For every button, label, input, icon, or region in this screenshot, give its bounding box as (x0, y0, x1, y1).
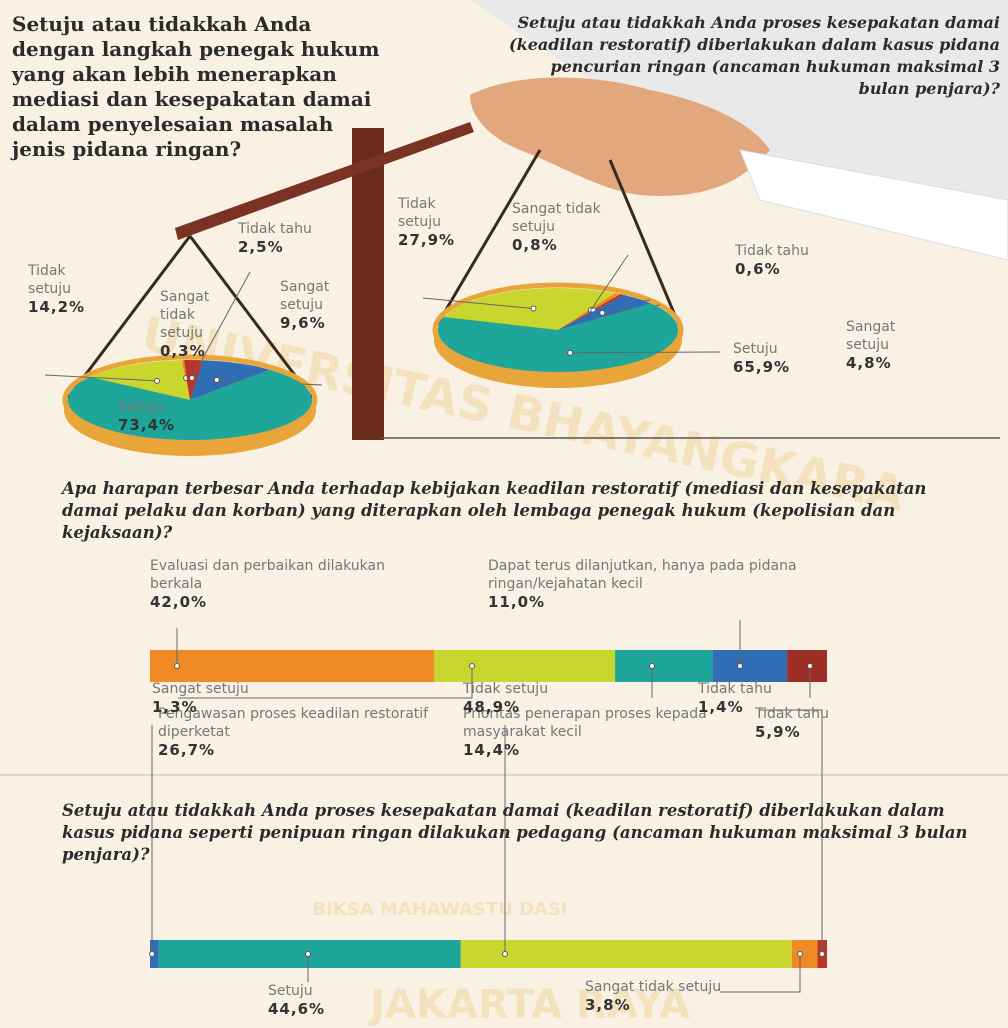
chart-title: Setuju atau tidakkah Anda proses kesepak… (505, 12, 1000, 100)
chart-title: Setuju atau tidakkah Anda proses kesepak… (62, 800, 1002, 866)
value-label: 0,6% (735, 260, 845, 278)
leader-dot (470, 664, 475, 669)
leader-dot (189, 376, 194, 381)
data-label: Sangat setuju4,8% (846, 318, 918, 372)
category-label: Sangat tidak setuju (160, 289, 209, 341)
value-label: 9,6% (280, 314, 350, 332)
chart-title: Apa harapan terbesar Anda terhadap kebij… (62, 478, 962, 544)
value-label: 27,9% (398, 231, 468, 249)
value-label: 11,0% (488, 593, 828, 611)
leader-dot (820, 952, 825, 957)
category-label: Tidak tahu (735, 243, 809, 259)
category-label: Setuju (268, 983, 313, 999)
value-label: 4,8% (846, 354, 918, 372)
category-label: Sangat tidak setuju (512, 201, 601, 235)
bar-segment (792, 940, 818, 968)
value-label: 0,8% (512, 236, 632, 254)
leader-dot (738, 664, 743, 669)
watermark-motto: BIKSA MAHAWASTU DASI (312, 899, 567, 920)
leader-dot (306, 952, 311, 957)
leader-dot (650, 664, 655, 669)
category-label: Sangat setuju (846, 319, 895, 353)
value-label: 5,9% (755, 723, 865, 741)
value-label: 3,8% (585, 996, 735, 1014)
leader-dot (798, 952, 803, 957)
data-label: Evaluasi dan perbaikan dilakukan berkala… (150, 557, 410, 611)
category-label: Sangat tidak setuju (585, 979, 721, 995)
category-label: Tidak setuju (398, 196, 441, 230)
bar-segment (615, 650, 712, 682)
value-label: 65,9% (733, 358, 813, 376)
category-label: Setuju (118, 399, 163, 415)
leader-dot (600, 310, 605, 315)
value-label: 42,0% (150, 593, 410, 611)
value-label: 73,4% (118, 416, 198, 434)
category-label: Tidak tahu (698, 681, 772, 697)
bar-segment (713, 650, 787, 682)
leader-dot (531, 306, 536, 311)
value-label: 1,4% (698, 698, 818, 716)
leader-dot (568, 350, 573, 355)
value-label: 14,2% (28, 298, 98, 316)
category-label: Sangat setuju (280, 279, 329, 313)
bar-segment (150, 650, 434, 682)
leader-dot (155, 378, 160, 383)
leader-dot (175, 664, 180, 669)
value-label: 2,5% (238, 238, 328, 256)
value-label: 48,9% (463, 698, 613, 716)
bar-segment (434, 650, 615, 682)
category-label: Sangat setuju (152, 681, 249, 697)
category-label: Setuju (733, 341, 778, 357)
value-label: 1,3% (152, 698, 352, 716)
data-label: Dapat terus dilanjutkan, hanya pada pida… (488, 557, 828, 611)
category-label: Tidak setuju (28, 263, 71, 297)
leader-dot (214, 377, 219, 382)
scale-pole (352, 128, 384, 440)
value-label: 44,6% (268, 1000, 358, 1018)
category-label: Evaluasi dan perbaikan dilakukan berkala (150, 558, 385, 592)
leader-dot (150, 952, 155, 957)
chart-title: Setuju atau tidakkah Anda dengan langkah… (12, 12, 392, 162)
leader-dot (808, 664, 813, 669)
infographic: UNIVERSITAS BHAYANGKARA BIKSA MAHAWASTU … (0, 0, 1008, 1028)
leader-dot (503, 952, 508, 957)
bar-segment (461, 940, 792, 968)
value-label: 0,3% (160, 342, 240, 360)
category-label: Tidak tahu (238, 221, 312, 237)
data-label: Setuju73,4% (118, 398, 198, 434)
value-label: 26,7% (158, 741, 458, 759)
category-label: Dapat terus dilanjutkan, hanya pada pida… (488, 558, 797, 592)
leader-line (570, 352, 720, 353)
category-label: Tidak setuju (463, 681, 548, 697)
value-label: 14,4% (463, 741, 723, 759)
